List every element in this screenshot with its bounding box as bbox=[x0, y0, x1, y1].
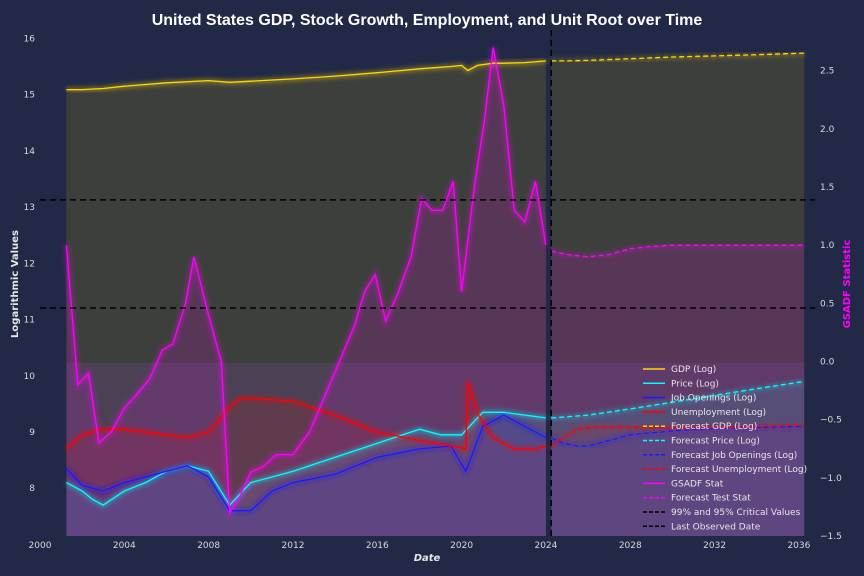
line-gsadf-stat bbox=[65, 47, 547, 515]
area-fill-forecast-job-openings-log bbox=[551, 426, 805, 536]
legend-item-forecast-gdp-log: Forecast GDP (Log) bbox=[643, 422, 757, 432]
x-tick-label: 2008 bbox=[197, 541, 220, 551]
y2-tick-label: −1.5 bbox=[820, 532, 842, 542]
x-tick-label: 2000 bbox=[29, 541, 52, 551]
area-fill-gdp-log bbox=[66, 60, 546, 537]
legend-item-gsadf-stat: GSADF Stat bbox=[643, 479, 724, 489]
legend-item-forecast-unemployment-log: Forecast Unemployment (Log) bbox=[643, 465, 807, 475]
legend-label: Forecast Test Stat bbox=[671, 494, 751, 504]
line-unemployment-log bbox=[65, 381, 547, 450]
y-tick-label: 13 bbox=[24, 203, 35, 213]
x-tick-label: 2024 bbox=[534, 541, 557, 551]
series-lines bbox=[65, 47, 805, 515]
legend-label: Forecast Job Openings (Log) bbox=[671, 451, 797, 461]
y2-tick-label: 2.5 bbox=[820, 67, 834, 77]
x-tick-label: 2036 bbox=[787, 541, 810, 551]
x-axis-ticks: 2000 2004 2008 2012 2016 2020 2024 2028 2032 2036 bbox=[29, 541, 811, 551]
y-tick-label: 8 bbox=[29, 484, 35, 494]
y-axis-ticks: 8 9 10 11 12 13 14 15 16 bbox=[24, 34, 36, 494]
legend-item-unemployment-log: Unemployment (Log) bbox=[643, 408, 766, 418]
y2-axis-label: GSADF Statistic bbox=[842, 240, 853, 329]
legend-item-forecast-job-openings-log: Forecast Job Openings (Log) bbox=[643, 451, 797, 461]
legend-item-forecast-test-stat: Forecast Test Stat bbox=[643, 494, 751, 504]
area-fill-gsadf-stat bbox=[66, 47, 546, 537]
x-tick-label: 2016 bbox=[366, 541, 389, 551]
y-tick-label: 11 bbox=[24, 316, 35, 326]
line-forecast-unemployment-log bbox=[550, 424, 805, 447]
y-tick-label: 10 bbox=[24, 372, 36, 382]
legend-item-gdp-log: GDP (Log) bbox=[643, 365, 716, 375]
x-tick-label: 2020 bbox=[450, 541, 473, 551]
y-tick-label: 14 bbox=[24, 147, 36, 157]
legend-label: Forecast GDP (Log) bbox=[671, 422, 757, 432]
legend-label: Forecast Price (Log) bbox=[671, 437, 760, 447]
area-fills bbox=[66, 47, 805, 537]
legend-item-99-and-95-critical-values: 99% and 95% Critical Values bbox=[643, 508, 801, 518]
y2-tick-label: −1.0 bbox=[820, 474, 842, 484]
legend-label: Unemployment (Log) bbox=[671, 408, 766, 418]
x-tick-label: 2032 bbox=[703, 541, 726, 551]
legend-label: Forecast Unemployment (Log) bbox=[671, 465, 807, 475]
legend-label: Last Observed Date bbox=[671, 522, 761, 532]
area-fill-forecast-price-log bbox=[551, 381, 805, 536]
y2-tick-label: 2.0 bbox=[820, 125, 835, 135]
legend-item-job-openings-log: Job Openings (Log) bbox=[643, 394, 756, 404]
line-forecast-test-stat bbox=[551, 244, 805, 258]
line-forecast-price-log bbox=[551, 380, 805, 419]
legend-label: Job Openings (Log) bbox=[670, 394, 756, 404]
line-price-log bbox=[66, 411, 546, 507]
y-tick-label: 16 bbox=[24, 34, 36, 44]
x-tick-label: 2004 bbox=[113, 541, 136, 551]
x-tick-label: 2012 bbox=[282, 541, 305, 551]
legend-label: 99% and 95% Critical Values bbox=[671, 508, 801, 518]
line-forecast-job-openings-log bbox=[550, 425, 805, 447]
y2-tick-label: 0.0 bbox=[820, 358, 835, 368]
area-fill-forecast-test-stat bbox=[551, 245, 805, 536]
legend-label: Price (Log) bbox=[671, 379, 719, 389]
x-axis-label: Date bbox=[414, 553, 441, 564]
y-tick-label: 9 bbox=[29, 428, 35, 438]
area-fill-forecast-unemployment-log bbox=[551, 425, 805, 536]
legend-item-last-observed-date: Last Observed Date bbox=[643, 522, 761, 532]
legend: GDP (Log) Price (Log) Job Openings (Log) Un… bbox=[643, 365, 807, 532]
y2-tick-label: 1.0 bbox=[820, 241, 835, 251]
y-axis-label: Logarithmic Values bbox=[10, 230, 21, 338]
area-fill-unemployment-log bbox=[66, 381, 546, 536]
y-tick-label: 12 bbox=[24, 259, 35, 269]
line-job-openings-log bbox=[65, 414, 547, 512]
line-forecast-gdp-log bbox=[551, 52, 805, 62]
legend-label: GSADF Stat bbox=[671, 479, 724, 489]
x-tick-label: 2028 bbox=[619, 541, 642, 551]
reference-lines bbox=[40, 30, 815, 536]
y-tick-label: 15 bbox=[24, 91, 35, 101]
y2-axis-ticks: −1.5 −1.0 −0.5 0.0 0.5 1.0 1.5 2.0 2.5 bbox=[820, 67, 842, 542]
legend-item-price-log: Price (Log) bbox=[643, 379, 719, 389]
y2-tick-label: −0.5 bbox=[820, 416, 842, 426]
y2-tick-label: 0.5 bbox=[820, 299, 834, 309]
area-fill-job-openings-log bbox=[66, 415, 546, 536]
chart-title: United States GDP, Stock Growth, Employm… bbox=[152, 12, 703, 29]
legend-item-forecast-price-log: Forecast Price (Log) bbox=[643, 437, 760, 447]
y2-tick-label: 1.5 bbox=[820, 183, 834, 193]
line-gdp-log bbox=[66, 60, 546, 91]
area-fill-forecast-gdp-log bbox=[551, 53, 805, 536]
gsadf-band-forecast bbox=[551, 362, 805, 536]
legend-label: GDP (Log) bbox=[671, 365, 716, 375]
